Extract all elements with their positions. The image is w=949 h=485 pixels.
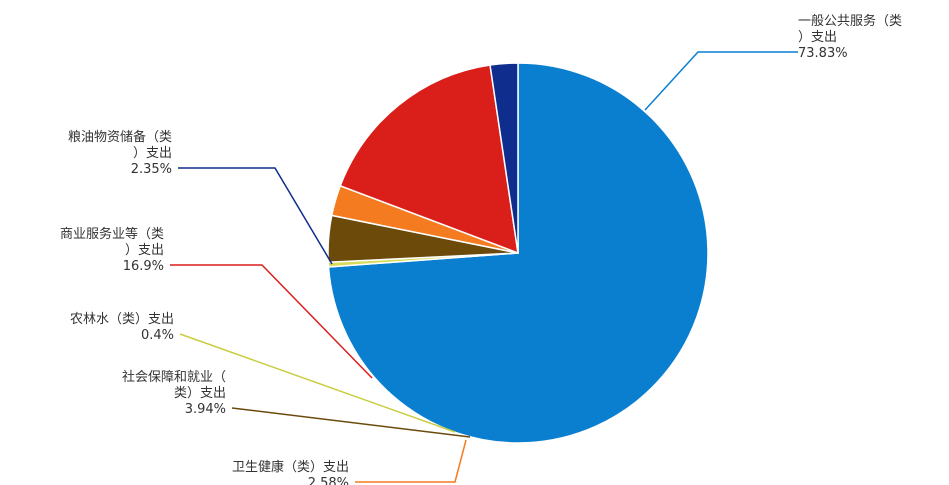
slice-name: 类）支出 — [174, 386, 226, 401]
slice-name: 一般公共服务（类 — [798, 13, 902, 29]
leader-line — [170, 264, 373, 379]
slice-name: 卫生健康（类）支出 — [232, 459, 349, 475]
slice-percent: 73.83% — [798, 46, 848, 61]
pie-slice — [489, 62, 519, 254]
slice-percent: 3.94% — [185, 402, 226, 417]
slice-percent: 0.4% — [141, 328, 174, 343]
leader-lines — [170, 51, 798, 483]
slice-name: ）支出 — [125, 243, 164, 258]
slice-label: 卫生健康（类）支出 2.58% — [232, 459, 349, 485]
slice-label: 商业服务业等（类）支出 16.9% — [60, 226, 164, 274]
slice-percent: 16.9% — [123, 259, 164, 274]
pie-slice — [339, 64, 519, 255]
slice-name: 商业服务业等（类 — [60, 226, 164, 242]
leader-line — [179, 333, 456, 433]
slice-percent: 2.35% — [131, 162, 172, 177]
leader-line — [231, 407, 471, 438]
slice-percent: 2.58% — [308, 476, 349, 485]
slice-label: 农林水（类）支出 0.4% — [70, 312, 174, 343]
leader-line — [355, 439, 467, 483]
slice-label: 粮油物资储备（类）支出 2.35% — [68, 129, 172, 177]
leader-line — [644, 51, 798, 111]
slice-name: 农林水（类）支出 — [70, 312, 174, 327]
slice-name: ）支出 — [798, 30, 837, 45]
slice-label: 一般公共服务（类）支出 73.83% — [798, 13, 902, 61]
slice-label: 社会保障和就业（类）支出 3.94% — [122, 369, 226, 417]
slice-name: ）支出 — [133, 146, 172, 161]
slice-labels: 一般公共服务（类）支出 73.83%农林水（类）支出 0.4%社会保障和就业（类）支… — [60, 13, 902, 485]
slice-name: 粮油物资储备（类 — [68, 129, 172, 145]
leader-line — [178, 167, 333, 265]
pie-slices — [327, 62, 709, 444]
slice-name: 社会保障和就业（ — [122, 369, 226, 385]
